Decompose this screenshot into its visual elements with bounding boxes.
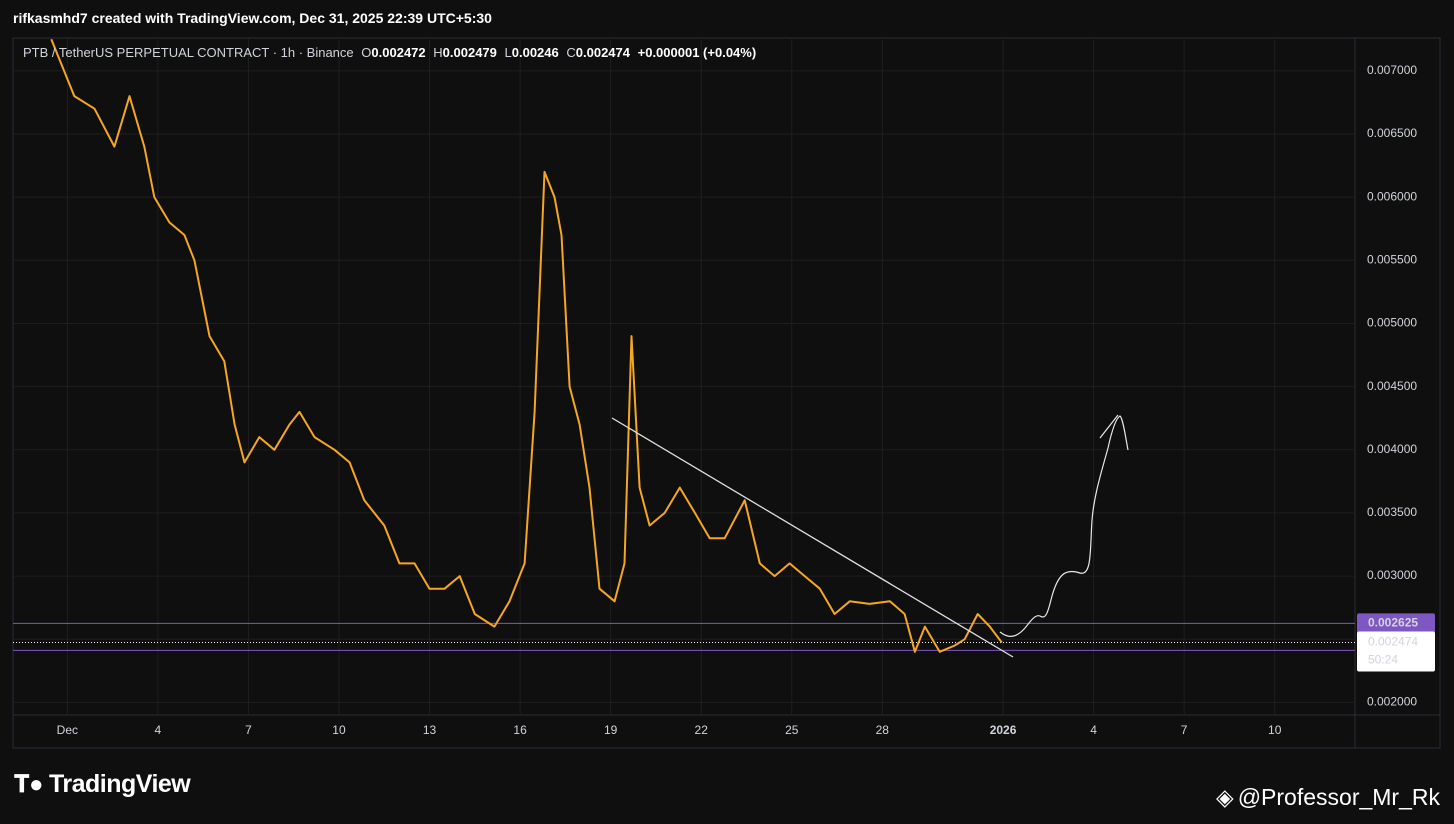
current-price-label: 0.002474 (1368, 635, 1418, 649)
price-badge-label: 0.002625 (1368, 616, 1418, 630)
watermark-icon: ◈ (1216, 784, 1234, 810)
y-tick-label: 0.007000 (1367, 63, 1417, 77)
ohlc-key: O (361, 45, 372, 60)
y-tick-label: 0.006000 (1367, 189, 1417, 203)
author-line: rifkasmhd7 created with TradingView.com,… (13, 10, 492, 26)
x-tick-label: 10 (1268, 723, 1282, 737)
chart-frame (12, 37, 1441, 749)
y-tick-label: 0.006500 (1367, 126, 1417, 140)
x-tick-label: 7 (245, 723, 252, 737)
y-tick-label: 0.004500 (1367, 379, 1417, 393)
x-tick-label: 16 (513, 723, 527, 737)
x-tick-label: 4 (155, 723, 162, 737)
projection-sketch (999, 414, 1129, 637)
current-price-badge (1357, 631, 1435, 672)
y-tick-label: 0.002000 (1367, 695, 1417, 709)
watermark: ◈ @Professor_Mr_Rk (1216, 784, 1440, 811)
ohlc-value: 0.00246 (511, 45, 559, 60)
ohlc-high: H0.002479 (433, 45, 497, 60)
price-badge (1357, 613, 1435, 634)
y-tick-label: 0.005500 (1367, 252, 1417, 266)
ohlc-key: H (433, 45, 443, 60)
price-series (50, 38, 1003, 653)
x-tick-label: 19 (604, 723, 618, 737)
trend-line (611, 417, 1014, 658)
x-tick-label: 10 (332, 723, 346, 737)
y-tick-label: 0.003000 (1367, 568, 1417, 582)
watermark-text: @Professor_Mr_Rk (1237, 784, 1440, 810)
ohlc-open: O0.002472 (361, 45, 425, 60)
symbol: PTB / TetherUS PERPETUAL CONTRACT · 1h ·… (23, 45, 354, 60)
x-tick-label: 7 (1181, 723, 1188, 737)
y-tick-label: 0.003500 (1367, 505, 1417, 519)
brand-text: TradingView (48, 770, 191, 798)
ohlc-value: 0.002472 (371, 45, 426, 60)
x-tick-label: 28 (876, 723, 890, 737)
x-tick-label: Dec (57, 723, 78, 737)
x-tick-label: 25 (785, 723, 799, 737)
ohlc-value: 0.002474 (575, 45, 630, 60)
x-tick-label: 2026 (990, 723, 1017, 737)
brand-icon: 𝐓● (14, 771, 43, 798)
change: +0.000001 (+0.04%) (637, 45, 757, 60)
ohlc-value: 0.002479 (442, 45, 497, 60)
ohlc-low: L0.00246 (505, 45, 559, 60)
symbol-legend: PTB / TetherUS PERPETUAL CONTRACT · 1h ·… (23, 45, 756, 60)
ohlc-key: L (504, 45, 512, 60)
x-tick-label: 13 (423, 723, 437, 737)
y-tick-label: 0.004000 (1367, 442, 1417, 456)
countdown: 50:24 (1368, 653, 1398, 667)
y-tick-label: 0.005000 (1367, 316, 1417, 330)
x-tick-label: 22 (695, 723, 709, 737)
brand-logo: 𝐓● TradingView (14, 770, 191, 799)
ohlc-close: C0.002474 (566, 45, 630, 60)
x-tick-label: 4 (1090, 723, 1097, 737)
ohlc-key: C (566, 45, 576, 60)
